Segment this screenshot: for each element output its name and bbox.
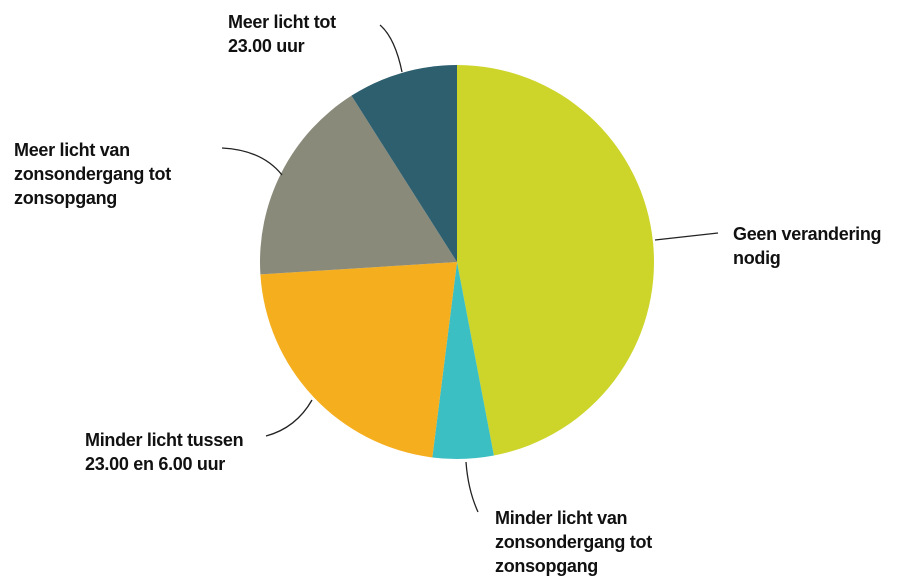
- leader-line: [379, 24, 403, 73]
- leader-line: [265, 399, 313, 437]
- pie-slice: [457, 65, 655, 456]
- slice-label: Minder licht tussen 23.00 en 6.00 uur: [85, 430, 244, 474]
- slice-label: Meer licht van zonsondergang tot zonsopg…: [14, 140, 171, 208]
- leader-line: [465, 461, 479, 513]
- pie-slice: [432, 262, 494, 459]
- leader-line: [221, 147, 283, 176]
- slice-label: Geen verandering nodig: [733, 224, 882, 268]
- slice-label: Minder licht van zonsondergang tot zonso…: [495, 508, 652, 576]
- pie-slice: [260, 95, 457, 275]
- leader-line: [654, 232, 719, 241]
- pie-slice: [260, 262, 457, 458]
- slice-label: Meer licht tot 23.00 uur: [228, 12, 336, 56]
- pie-slice: [351, 65, 457, 262]
